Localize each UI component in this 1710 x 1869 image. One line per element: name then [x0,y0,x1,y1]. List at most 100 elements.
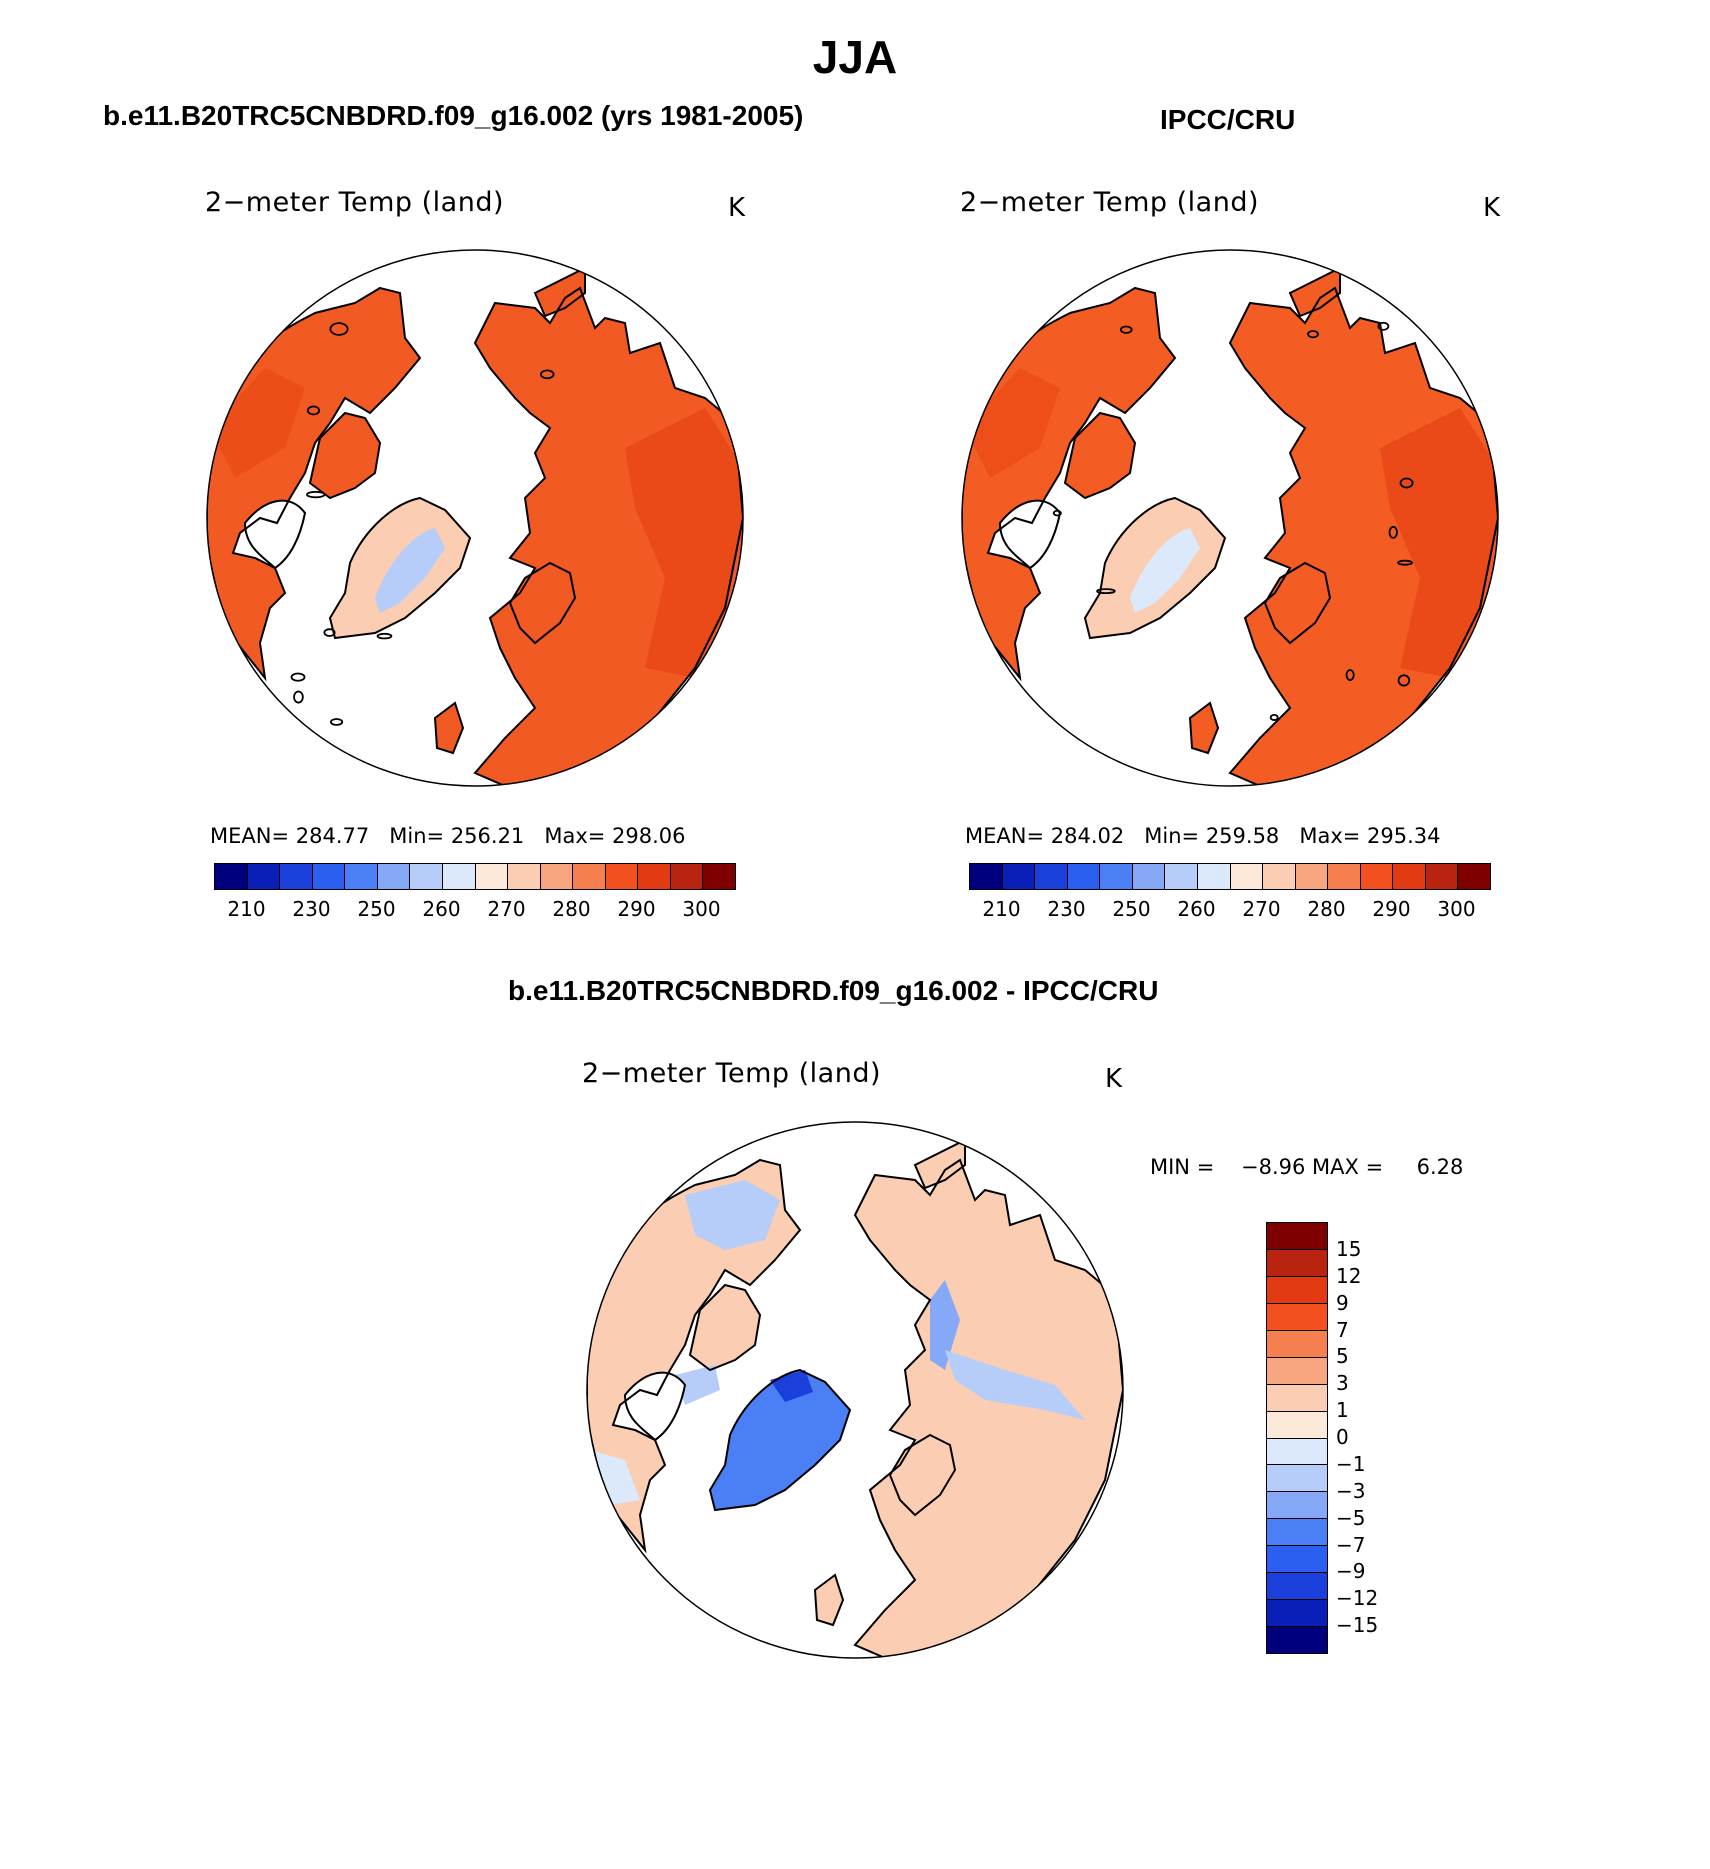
colorbar-swatch [703,864,735,889]
obs-mean-value: 284.02 [1050,824,1125,848]
map-boundary [961,249,1499,787]
colorbar-swatch [1267,1330,1327,1358]
coastline [308,411,382,500]
colorbar-swatch [1267,1438,1327,1466]
obs-plot-title: 2−meter Temp (land) [960,187,1259,218]
coastline [888,1433,957,1517]
colorbar-tick-label: −12 [1336,1586,1379,1611]
colorbar-tick-label: 5 [1336,1344,1349,1369]
model-polar-map [206,249,744,787]
land-region [855,1160,1123,1658]
coastline [1263,561,1332,645]
obs-colorbar [969,863,1491,890]
greenland-interior [375,528,445,613]
colorbar-swatch [670,864,704,889]
colorbar-swatch [1267,1249,1327,1277]
land-region [587,1160,800,1550]
lake-outline [1096,588,1116,595]
land-region [1190,703,1218,753]
colorbar-swatch [638,864,671,889]
colorbar-tick-label: −1 [1336,1451,1366,1476]
diff-stats: MIN = −8.96 MAX = 6.28 [1150,1155,1463,1179]
coastline [1188,701,1220,755]
diff-min-value: −8.96 [1241,1155,1306,1179]
land-region [915,1140,965,1188]
colorbar-swatch [1267,1384,1327,1412]
lake-outline [306,490,326,499]
colorbar-swatch [280,864,313,889]
coastline [708,1368,852,1512]
colorbar-swatch [1067,864,1101,889]
colorbar-tick-label: 250 [357,897,396,921]
colorbar-swatch [1267,1573,1327,1601]
lake-outline [1397,674,1411,687]
colorbar-tick-label: 12 [1336,1263,1362,1288]
figure-title: JJA [812,31,898,83]
colorbar-swatch [475,864,509,889]
lake-outline [290,672,306,682]
colorbar-tick-label: 300 [682,897,721,921]
colorbar-swatch [1035,864,1068,889]
colorbar-swatch [1295,864,1329,889]
colorbar-tick-label: 260 [422,897,461,921]
colorbar-tick-label: 300 [1437,897,1476,921]
warm-anomaly-region [965,368,1060,478]
colorbar-tick-label: 290 [617,897,656,921]
lake-outline [1345,669,1355,681]
panel-left-header: b.e11.B20TRC5CNBDRD.f09_g16.002 (yrs 198… [103,100,804,131]
colorbar-swatch [1328,864,1361,889]
greenland-region [710,1370,850,1510]
colorbar-swatch [1100,864,1133,889]
land-region [435,703,463,753]
coastline [533,266,586,318]
lake-outline [323,628,336,637]
colorbar-swatch [1393,864,1426,889]
lake-outline [306,405,321,416]
colorbar-tick-label: 3 [1336,1371,1349,1396]
panel-right-header: IPCC/CRU [1160,104,1296,135]
colorbar-tick-label: −3 [1336,1478,1366,1503]
colorbar-tick-label: 280 [1307,897,1346,921]
colorbar-swatch [1267,1276,1327,1304]
colorbar-swatch [1360,864,1394,889]
land-region [815,1575,843,1625]
diff-units: K [1105,1064,1123,1094]
colorbar-swatch [312,864,346,889]
lake-outline [1377,321,1390,331]
colorbar-tick-label: −7 [1336,1532,1366,1557]
model-mean-label: MEAN= [210,824,290,848]
cool-anomaly-region [945,1350,1085,1420]
model-plot-title: 2−meter Temp (land) [205,187,504,218]
land-region [690,1285,760,1370]
lake-outline [1307,330,1319,339]
coastline [1083,496,1227,640]
colorbar-tick-label: 7 [1336,1317,1349,1342]
model-min-value: 256.21 [450,824,525,848]
lake-outline [1269,713,1279,721]
warm-anomaly-region [210,368,305,478]
coastline [913,1138,966,1190]
coastline [853,1158,1123,1658]
cool-anomaly-region [675,1365,720,1405]
colorbar-swatch [215,864,248,889]
coastline [813,1573,845,1627]
colorbar-swatch [1267,1546,1327,1574]
diff-max-label: MAX = [1312,1155,1384,1179]
lake-outline [1399,477,1414,489]
colorbar-swatch [1267,1223,1327,1250]
model-stats: MEAN= 284.77 Min= 256.21 Max= 298.06 [210,824,686,848]
colorbar-swatch [1267,1303,1327,1331]
model-colorbar [214,863,736,890]
warm-anomaly-region [625,408,743,678]
warm-anomaly-region [1380,408,1498,678]
colorbar-tick-label: 270 [1242,897,1281,921]
land-region [535,268,585,316]
colorbar-tick-label: 270 [487,897,526,921]
cool-anomaly-region [685,1180,780,1250]
colorbar-swatch [1425,864,1459,889]
colorbar-tick-label: 1 [1336,1398,1349,1423]
colorbar-swatch [1267,1492,1327,1520]
obs-min-value: 259.58 [1205,824,1280,848]
colorbar-tick-label: 9 [1336,1290,1349,1315]
colorbar-swatch [1267,1465,1327,1493]
